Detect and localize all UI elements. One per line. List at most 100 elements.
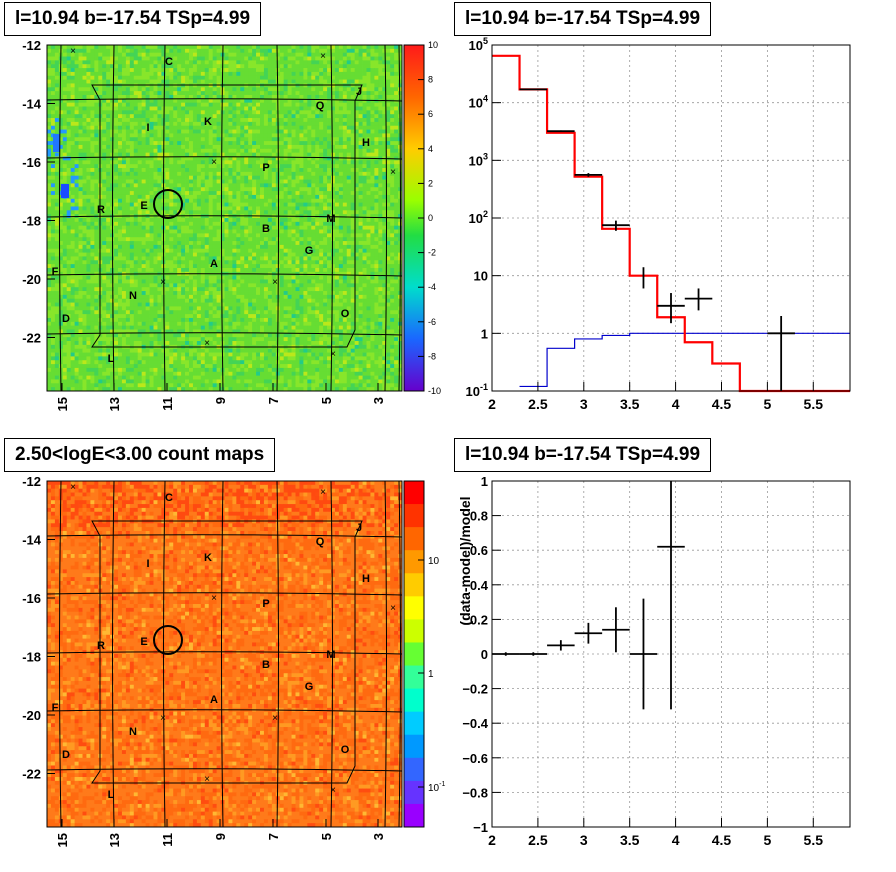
map-pixel xyxy=(323,225,328,230)
map-pixel xyxy=(169,68,174,73)
map-pixel xyxy=(208,137,214,142)
map-pixel xyxy=(66,133,72,138)
map-pixel xyxy=(141,225,147,230)
map-pixel xyxy=(157,91,162,96)
map-pixel xyxy=(346,244,352,250)
map-pixel xyxy=(311,133,316,138)
map-pixel xyxy=(137,91,143,96)
map-pixel xyxy=(299,156,304,161)
map-pixel xyxy=(173,121,178,127)
map-pixel xyxy=(177,68,182,73)
map-pixel xyxy=(82,256,87,261)
map-pixel xyxy=(212,114,218,119)
map-pixel xyxy=(331,152,336,157)
map-pixel xyxy=(118,98,123,104)
map-pixel xyxy=(125,152,131,157)
map-pixel xyxy=(125,91,131,96)
map-pixel xyxy=(299,160,304,165)
map-pixel xyxy=(47,75,52,80)
map-pixel xyxy=(378,133,383,138)
map-pixel xyxy=(240,60,245,65)
map-pixel xyxy=(149,148,154,154)
map-pixel xyxy=(260,210,265,215)
map-pixel xyxy=(133,79,139,84)
map-pixel xyxy=(110,118,115,123)
map-pixel xyxy=(153,237,158,242)
map-pixel xyxy=(106,221,111,227)
map-pixel xyxy=(244,48,249,54)
map-pixel xyxy=(279,179,285,184)
map-pixel xyxy=(121,187,127,192)
map-pixel xyxy=(129,179,135,184)
map-pixel xyxy=(153,160,158,165)
map-pixel xyxy=(350,194,356,200)
map-pixel xyxy=(350,202,356,207)
map-pixel xyxy=(189,114,194,119)
map-pixel xyxy=(248,156,253,161)
map-pixel xyxy=(90,210,95,215)
map-pixel xyxy=(189,118,194,123)
map-pixel xyxy=(382,114,387,119)
map-pixel xyxy=(177,244,182,250)
map-pixel xyxy=(204,164,210,169)
map-pixel xyxy=(260,233,265,238)
map-pixel xyxy=(129,98,135,104)
map-pixel xyxy=(98,87,103,92)
map-pixel xyxy=(366,241,371,246)
map-pixel xyxy=(307,121,312,127)
map-pixel xyxy=(86,221,91,227)
map-pixel xyxy=(212,241,218,246)
map-pixel xyxy=(157,233,162,238)
map-pixel xyxy=(74,194,79,200)
map-pixel xyxy=(149,45,154,50)
map-pixel xyxy=(338,137,344,142)
map-pixel xyxy=(177,129,182,134)
map-pixel xyxy=(78,156,83,161)
map-pixel xyxy=(78,133,83,138)
map-pixel xyxy=(267,237,273,242)
map-pixel xyxy=(157,244,162,250)
map-pixel xyxy=(263,94,269,100)
map-pixel xyxy=(66,56,72,61)
map-pixel xyxy=(153,152,158,157)
map-pixel xyxy=(47,252,52,257)
map-pixel xyxy=(303,64,308,69)
map-pixel xyxy=(366,137,371,142)
map-pixel xyxy=(291,252,296,257)
map-pixel xyxy=(54,202,60,207)
map-pixel xyxy=(220,233,225,238)
map-pixel xyxy=(331,133,336,138)
map-pixel xyxy=(334,118,340,123)
map-pixel xyxy=(331,179,336,184)
map-pixel xyxy=(196,83,202,88)
map-pixel xyxy=(248,52,253,57)
map-pixel xyxy=(350,229,356,234)
map-pixel xyxy=(125,87,131,92)
map-pixel xyxy=(90,248,95,253)
map-pixel xyxy=(334,179,340,184)
map-pixel xyxy=(244,141,249,146)
map-pixel xyxy=(54,187,60,192)
map-pixel xyxy=(291,129,296,134)
map-pixel xyxy=(291,210,296,215)
map-pixel xyxy=(382,214,387,219)
map-pixel xyxy=(327,179,332,184)
map-pixel xyxy=(327,218,332,223)
map-pixel xyxy=(224,148,229,154)
map-pixel xyxy=(244,229,249,234)
map-pixel xyxy=(370,102,375,107)
map-pixel xyxy=(204,91,210,96)
map-pixel xyxy=(378,194,383,200)
map-pixel xyxy=(74,137,79,142)
map-pixel xyxy=(338,233,344,238)
map-pixel xyxy=(283,64,289,69)
map-pixel xyxy=(240,64,245,69)
map-pixel xyxy=(374,241,379,246)
map-pixel xyxy=(271,48,277,54)
map-pixel xyxy=(165,56,170,61)
map-pixel xyxy=(165,60,170,65)
map-pixel xyxy=(177,214,182,219)
map-pixel xyxy=(204,56,210,61)
map-pixel xyxy=(370,237,375,242)
map-pixel xyxy=(244,187,249,192)
